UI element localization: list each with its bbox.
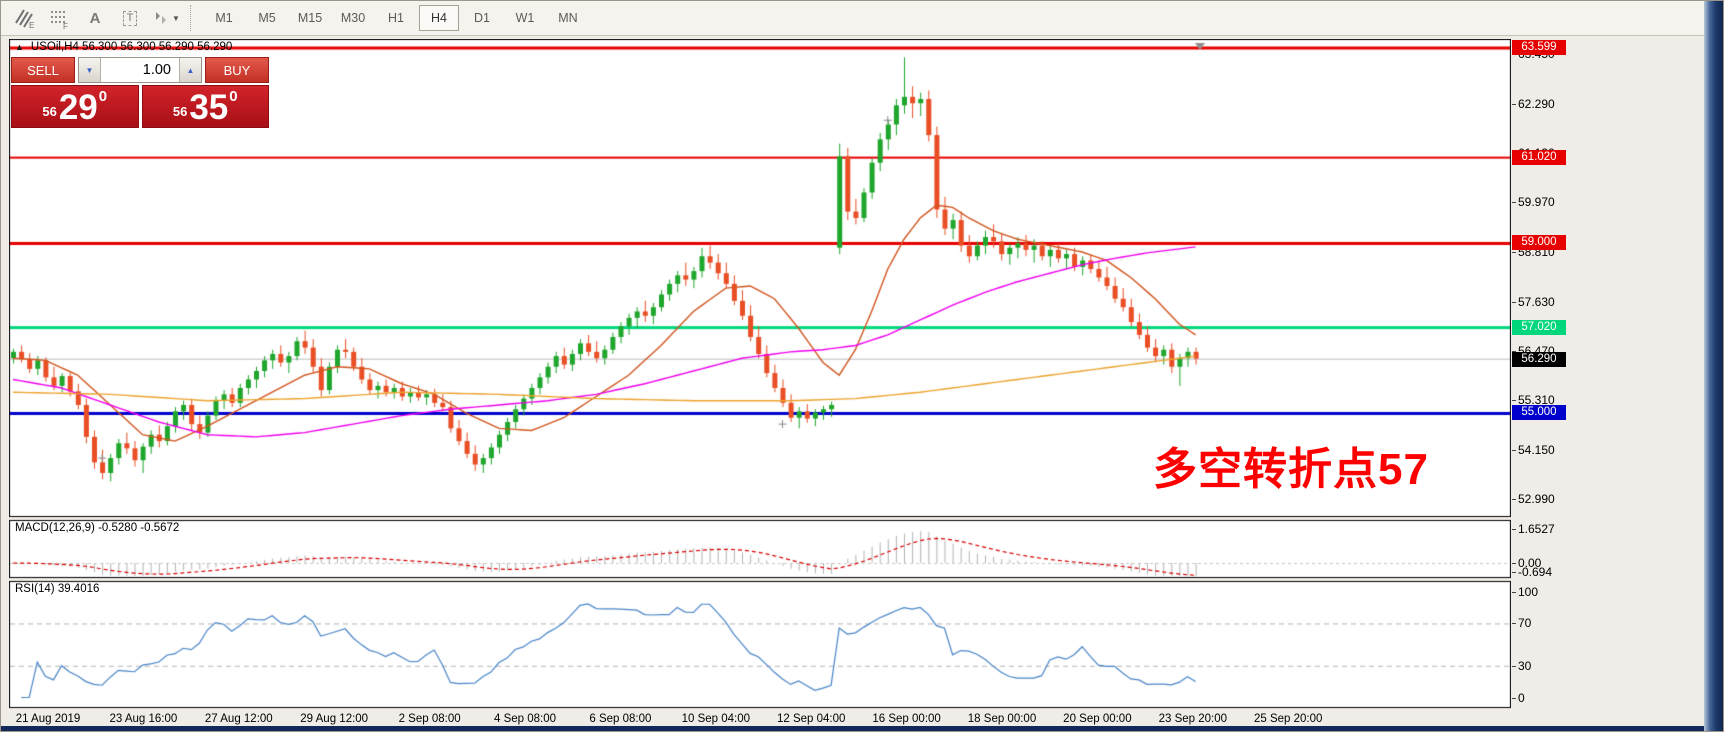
window-bottom-edge (1, 726, 1723, 731)
window-right-edge (1704, 1, 1723, 731)
macd-tick-label: 0.00 (1518, 556, 1542, 570)
volume-stepper: ▼ ▲ (78, 57, 202, 83)
price-tick-label: 59.970 (1518, 195, 1555, 210)
timeframe-m1[interactable]: M1 (215, 11, 233, 25)
timeframe-m30[interactable]: M30 (340, 11, 366, 25)
timeframe-m5[interactable]: M5 (258, 11, 276, 25)
sell-price-prefix: 56 (42, 104, 57, 119)
level-price-tag: 59.000 (1512, 235, 1566, 251)
volume-decrease-button[interactable]: ▼ (79, 58, 101, 82)
time-axis-label: 20 Sep 00:00 (1063, 713, 1132, 725)
macd-tick-mark (1512, 563, 1516, 564)
time-axis-label: 23 Sep 20:00 (1158, 713, 1228, 725)
rsi-tick-mark (1512, 623, 1516, 625)
timeframe-h4[interactable]: H4 (419, 5, 459, 31)
buy-price-tile[interactable]: 56 35 0 (141, 85, 269, 128)
sell-price-sup: 0 (98, 88, 108, 105)
arrange-objects-icon[interactable]: ▼ (149, 5, 181, 31)
time-axis-label: 2 Sep 08:00 (398, 713, 461, 725)
timeframe-w1[interactable]: W1 (515, 11, 535, 25)
level-price-tag: 63.599 (1512, 40, 1566, 56)
price-tick-mark (1512, 301, 1516, 303)
price-tick-label: 54.150 (1518, 442, 1555, 457)
buy-price-main: 35 (189, 88, 229, 128)
price-tick-label: 52.990 (1518, 491, 1555, 506)
current-price-tag: 56.290 (1512, 351, 1566, 367)
time-axis-label: 4 Sep 08:00 (493, 713, 557, 725)
buy-price-sup: 0 (229, 88, 238, 105)
macd-tick-mark (1512, 528, 1516, 530)
time-axis-label: 25 Sep 20:00 (1253, 713, 1323, 725)
price-tick-label: 62.290 (1518, 96, 1555, 111)
rsi-tick-label: 30 (1518, 658, 1532, 673)
time-axis-label: 16 Sep 00:00 (872, 713, 941, 725)
rsi-tick-label: 0 (1518, 690, 1525, 705)
caret-down-icon: ▼ (85, 65, 94, 75)
time-axis-label: 29 Aug 12:00 (300, 713, 369, 725)
sell-price-tile[interactable]: 56 29 0 (11, 85, 139, 128)
time-axis-label: 10 Sep 04:00 (681, 713, 751, 725)
rsi-tick-mark (1512, 591, 1516, 593)
price-tick-mark (1512, 498, 1516, 500)
time-axis-label: 12 Sep 04:00 (776, 713, 846, 725)
rsi-tick-mark (1512, 697, 1516, 699)
text-box-icon[interactable]: T (114, 5, 146, 31)
buy-price-prefix: 56 (172, 104, 188, 119)
time-axis-label: 6 Sep 08:00 (589, 713, 652, 725)
price-tick-mark (1512, 202, 1516, 204)
timeframe-m15[interactable]: M15 (297, 11, 323, 25)
toolbar-separator (190, 5, 193, 31)
timeframe-mn[interactable]: MN (558, 11, 578, 25)
level-price-tag: 61.020 (1512, 149, 1566, 165)
collapse-triangle-icon[interactable]: ▲ (15, 42, 24, 52)
grid-f-icon[interactable]: F (44, 5, 76, 31)
price-tick-label: 57.630 (1518, 294, 1555, 309)
rsi-indicator-label: RSI(14) 39.4016 (15, 583, 100, 595)
symbol-ohlc-text: USOil,H4 56.300 56.300 56.290 56.290 (30, 41, 233, 53)
price-tick-mark (1512, 251, 1516, 253)
rsi-tick-mark (1512, 665, 1516, 667)
macd-tick-label: -0.694 (1518, 565, 1553, 579)
price-tick-mark (1512, 103, 1516, 105)
chart-annotation-text: 多空转折点57 (1153, 445, 1429, 494)
time-axis-label: 27 Aug 12:00 (204, 713, 273, 725)
sell-button[interactable]: SELL (11, 57, 75, 83)
buy-button[interactable]: BUY (205, 57, 269, 83)
indicators-icon[interactable]: E (9, 5, 41, 31)
macd-tick-label: 1.6527 (1518, 521, 1555, 536)
macd-tick-mark (1512, 572, 1516, 573)
rsi-tick-label: 70 (1518, 616, 1532, 631)
level-price-tag: 55.000 (1512, 405, 1566, 421)
volume-input[interactable] (101, 58, 179, 82)
symbol-header: ▲ USOil,H4 56.300 56.300 56.290 56.290 (15, 41, 232, 53)
text-label-icon[interactable]: A (89, 9, 101, 27)
price-tick-mark (1512, 351, 1516, 352)
time-axis-label: 23 Aug 16:00 (109, 713, 178, 725)
time-axis-label: 18 Sep 00:00 (967, 713, 1037, 725)
dropdown-caret-icon: ▼ (172, 13, 180, 23)
timeframe-h1[interactable]: H1 (388, 11, 404, 25)
rsi-tick-label: 100 (1518, 584, 1539, 599)
svg-text:E: E (29, 21, 34, 30)
price-tick-mark (1512, 449, 1516, 451)
level-price-tag: 57.020 (1512, 319, 1566, 335)
time-axis-label: 21 Aug 2019 (15, 713, 81, 725)
timeframe-d1[interactable]: D1 (474, 11, 490, 25)
sell-price-main: 29 (58, 88, 98, 128)
price-tick-label: 55.310 (1518, 393, 1555, 408)
caret-up-icon: ▲ (186, 65, 195, 75)
macd-indicator-label: MACD(12,26,9) -0.5280 -0.5672 (15, 522, 180, 534)
volume-increase-button[interactable]: ▲ (179, 58, 201, 82)
price-chart-canvas[interactable] (9, 39, 1511, 710)
svg-text:F: F (63, 22, 68, 30)
price-tick-mark (1512, 400, 1516, 402)
toolbar: E F A T ▼ M1 M5 M15 M30 H1 H4 D1 W1 MN (1, 1, 1706, 36)
